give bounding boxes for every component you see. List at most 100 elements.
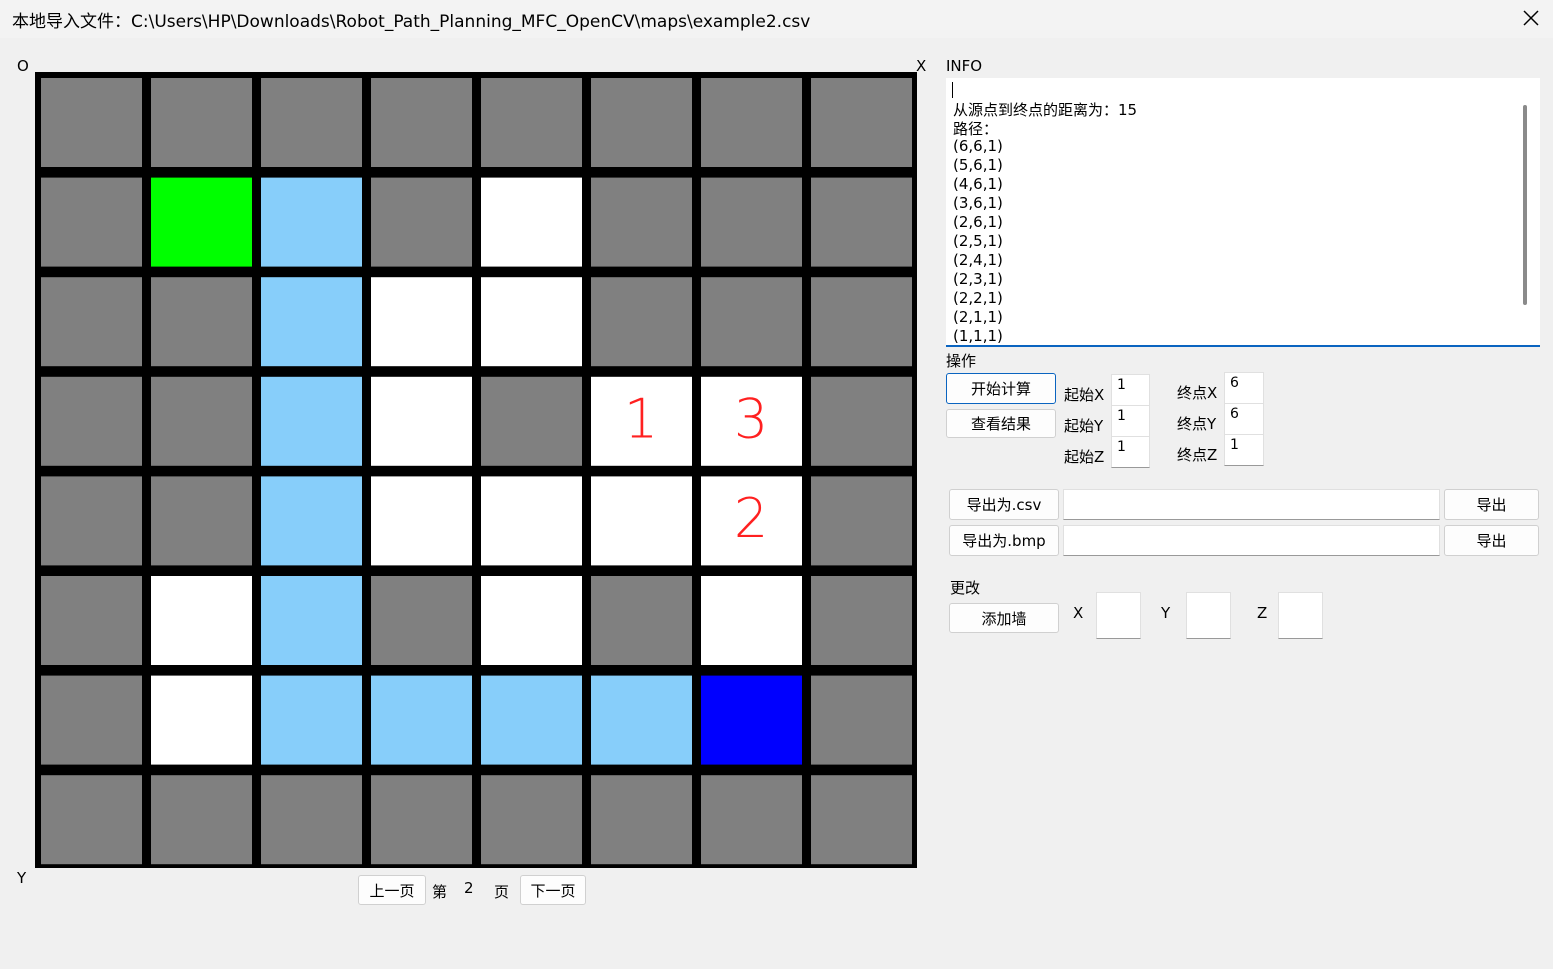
grid-cell [151, 675, 252, 765]
bmp-path-input[interactable] [1063, 525, 1440, 556]
grid-cell [591, 476, 692, 566]
bmp-export-button[interactable]: 导出 [1444, 525, 1539, 556]
text-caret [952, 82, 953, 98]
coord-label: Y [1161, 604, 1171, 622]
grid-cell [481, 476, 582, 566]
csv-path-input[interactable] [1063, 489, 1440, 520]
csv-export-button[interactable]: 导出 [1444, 489, 1539, 520]
coord-input[interactable] [1186, 592, 1231, 639]
field-label: 终点Y [1177, 415, 1217, 433]
field-label: 起始Y [1064, 417, 1104, 435]
grid-cell [261, 78, 362, 167]
field-input[interactable]: 1 [1111, 405, 1150, 437]
window-title: 本地导入文件：C:\Users\HP\Downloads\Robot_Path_… [12, 12, 811, 32]
field-input[interactable]: 1 [1224, 434, 1264, 466]
cell-label: 1 [624, 388, 658, 451]
title-bar: 本地导入文件：C:\Users\HP\Downloads\Robot_Path_… [0, 0, 1553, 38]
field-label: 起始X [1064, 386, 1105, 404]
origin-label: O [17, 57, 29, 75]
field-input[interactable]: 1 [1111, 374, 1150, 406]
grid-cell [811, 476, 912, 566]
grid-cell [701, 576, 802, 665]
grid-cell [591, 177, 692, 267]
coord-label: Z [1257, 604, 1268, 622]
grid-cell [261, 476, 362, 566]
grid-cell [41, 177, 142, 267]
grid-cell [371, 675, 472, 765]
grid-cell [811, 775, 912, 865]
info-line: 从源点到终点的距离为：15 [953, 101, 1138, 119]
info-line: (2,5,1) [953, 232, 1003, 250]
grid-cell [371, 376, 472, 466]
info-box[interactable]: 从源点到终点的距离为：15 路径： (6,6,1) (5,6,1) (4,6,1) (3,… [946, 78, 1540, 347]
view-button[interactable]: 查看结果 [946, 409, 1056, 438]
grid-cell [261, 277, 362, 367]
grid-cell [151, 376, 252, 466]
coord-input[interactable] [1096, 592, 1141, 639]
grid-cell [261, 675, 362, 765]
field-input[interactable]: 1 [1111, 436, 1150, 468]
grid-cell [41, 277, 142, 367]
grid-cell [371, 775, 472, 865]
grid-cell [151, 476, 252, 566]
prev-page-button[interactable]: 上一页 [358, 875, 426, 905]
grid-cell [591, 78, 692, 167]
grid-cell [261, 775, 362, 865]
grid-cell [481, 675, 582, 765]
grid-cell [811, 576, 912, 665]
field-input[interactable]: 6 [1224, 403, 1264, 435]
map-grid: 1 3 2 [35, 72, 917, 868]
field-input[interactable]: 6 [1224, 372, 1264, 404]
grid-cell [371, 177, 472, 267]
grid-cell [591, 775, 692, 865]
info-line: (2,4,1) [953, 251, 1003, 269]
grid-cell [591, 376, 692, 466]
next-page-button[interactable]: 下一页 [520, 875, 586, 905]
x-axis-label: X [916, 57, 927, 75]
grid-cell [41, 775, 142, 865]
grid-cell [41, 476, 142, 566]
grid-cell [41, 576, 142, 665]
grid-cell [371, 476, 472, 566]
field-label: 终点Z [1177, 446, 1218, 464]
grid-cell [701, 675, 802, 765]
coord-label: X [1073, 604, 1084, 622]
info-line: (6,6,1) [953, 137, 1003, 155]
modify-label: 更改 [950, 579, 981, 597]
add-wall-button[interactable]: 添加墙 [949, 603, 1059, 633]
grid-cell [481, 277, 582, 367]
grid-cell [481, 78, 582, 167]
grid-cell [811, 376, 912, 466]
info-label: INFO [946, 57, 983, 75]
grid-cell [811, 78, 912, 167]
grid-cell [481, 376, 582, 466]
info-line: (2,1,1) [953, 308, 1003, 326]
page-number: 2 [464, 879, 474, 897]
grid-cell [371, 576, 472, 665]
coord-input[interactable] [1278, 592, 1323, 639]
grid-cell [701, 376, 802, 466]
grid-cell [591, 277, 692, 367]
page-suffix: 页 [494, 883, 510, 901]
page-prefix: 第 [432, 883, 448, 901]
export-csv-button[interactable]: 导出为.csv [949, 489, 1059, 520]
grid-cell [591, 576, 692, 665]
grid-cell [701, 177, 802, 267]
cell-label: 2 [734, 487, 768, 550]
grid-cell [811, 177, 912, 267]
grid-cell [41, 675, 142, 765]
scrollbar[interactable] [1523, 105, 1527, 305]
grid-cell [371, 78, 472, 167]
start-button[interactable]: 开始计算 [946, 373, 1056, 404]
info-line: (2,6,1) [953, 213, 1003, 231]
field-label: 终点X [1177, 384, 1218, 402]
export-bmp-button[interactable]: 导出为.bmp [949, 525, 1059, 556]
info-line: 路径： [953, 120, 999, 138]
grid-cell [151, 177, 252, 267]
close-button[interactable] [1522, 9, 1540, 27]
grid-cell [701, 775, 802, 865]
info-line: (2,3,1) [953, 270, 1003, 288]
grid-cell [811, 675, 912, 765]
grid-cell [811, 277, 912, 367]
